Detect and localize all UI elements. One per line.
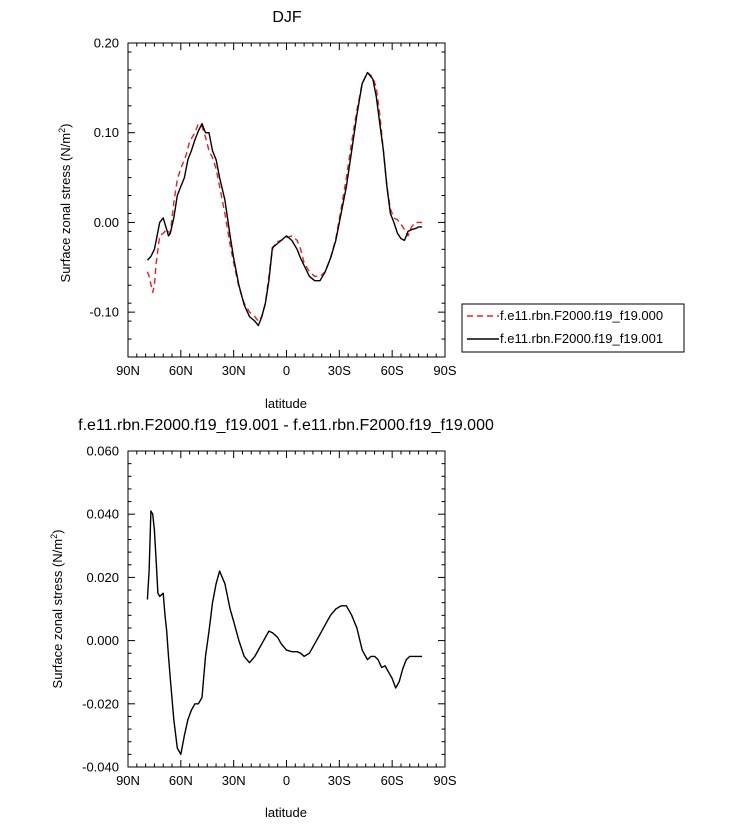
- top-y-axis-label-superscript: 2: [57, 128, 67, 133]
- bottom-x-tick-label: 60S: [381, 773, 404, 788]
- top-series-line-0: [146, 71, 423, 322]
- legend-box: [461, 303, 685, 353]
- top-x-tick-label: 90N: [116, 363, 140, 378]
- bottom-x-tick-label: 0: [283, 773, 290, 788]
- top-plot-frame: [127, 42, 446, 358]
- bottom-x-tick-label: 30N: [222, 773, 246, 788]
- bottom-x-tick-label: 90S: [433, 773, 456, 788]
- legend-label-series-001: f.e11.rbn.F2000.f19_f19.001: [500, 331, 663, 346]
- top-plot-area: 90N 60N 30N 0 30S 60S 90S 0.20 0.10 0.00 -0.10: [89, 36, 457, 379]
- top-y-tick-label: 0.10: [94, 125, 119, 140]
- top-x-tick-label: 90S: [433, 363, 456, 378]
- bottom-y-tick-label: 0.040: [86, 507, 119, 522]
- bottom-x-tick-label: 30S: [328, 773, 351, 788]
- legend: f.e11.rbn.F2000.f19_f19.000 f.e11.rbn.F2…: [461, 303, 685, 353]
- bottom-y-tick-label: 0.000: [86, 633, 119, 648]
- top-x-tick-label: 30S: [328, 363, 351, 378]
- bottom-x-axis-label: latitude: [265, 805, 307, 820]
- top-x-axis-label: latitude: [265, 396, 307, 411]
- top-y-tick-label: 0.00: [94, 215, 119, 230]
- top-y-tick-label: 0.20: [94, 36, 119, 51]
- bottom-y-axis-label: Surface zonal stress (N/m2): [49, 530, 65, 689]
- top-panel: DJF 90N 60N 30N 0 30S 60S 90S 0.20 0.10 0.00 -0.10…: [57, 9, 685, 411]
- bottom-y-tick-label: 0.060: [86, 444, 119, 459]
- top-x-tick-label: 60S: [381, 363, 404, 378]
- top-x-tick-label: 30N: [222, 363, 246, 378]
- bottom-y-tick-label: 0.020: [86, 570, 119, 585]
- top-title: DJF: [272, 9, 302, 26]
- bottom-y-axis-label-superscript: 2: [49, 534, 59, 539]
- bottom-panel: f.e11.rbn.F2000.f19_f19.001 - f.e11.rbn.…: [49, 417, 494, 820]
- bottom-plot-area: 90N 60N 30N 0 30S 60S 90S 0.060 0.040 0.020 0.000 -…: [82, 444, 457, 789]
- bottom-y-tick-label: -0.040: [82, 760, 119, 775]
- bottom-plot-frame: [127, 450, 446, 768]
- top-x-tick-label: 0: [283, 363, 290, 378]
- bottom-x-tick-label: 60N: [169, 773, 193, 788]
- bottom-x-tick-label: 90N: [116, 773, 140, 788]
- top-y-tick-label: -0.10: [89, 305, 119, 320]
- bottom-y-tick-label: -0.020: [82, 696, 119, 711]
- top-y-axis-label: Surface zonal stress (N/m2): [57, 124, 73, 283]
- legend-label-series-000: f.e11.rbn.F2000.f19_f19.000: [500, 308, 663, 323]
- top-series-line-1: [146, 71, 423, 327]
- top-x-tick-label: 60N: [169, 363, 193, 378]
- bottom-series-line-0: [146, 510, 423, 756]
- bottom-title: f.e11.rbn.F2000.f19_f19.001 - f.e11.rbn.…: [78, 417, 494, 434]
